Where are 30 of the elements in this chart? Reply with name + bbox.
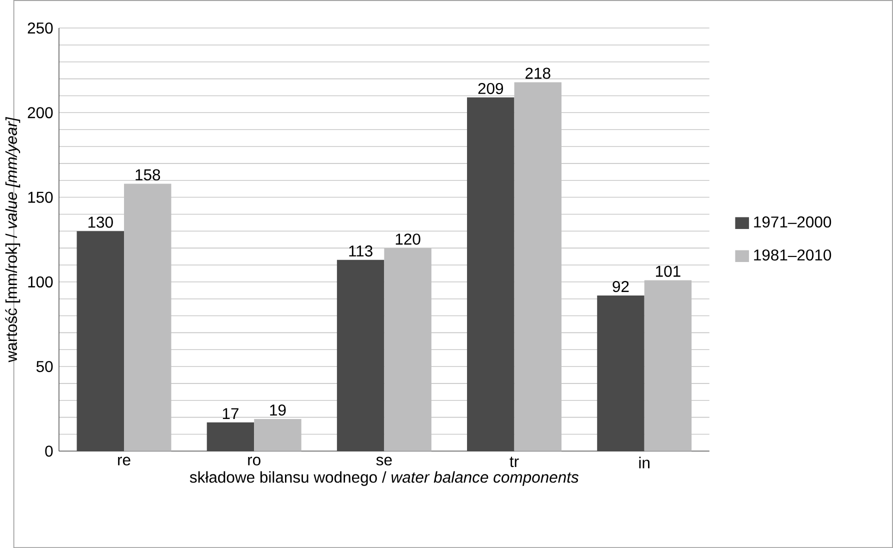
x-tick-label: re (118, 456, 130, 466)
data-label: 209 (478, 82, 504, 94)
y-tick-label: 200 (28, 107, 53, 118)
bar (206, 422, 254, 452)
legend-label: 1981–2010 (754, 249, 832, 261)
y-tick-label: 50 (36, 360, 53, 372)
x-tick-label: in (639, 456, 650, 468)
bar (336, 260, 384, 452)
data-label: 130 (88, 216, 113, 228)
x-axis-title: składowe bilansu wodnego / water balance components (190, 471, 579, 486)
data-label: 218 (526, 68, 550, 79)
data-label: 101 (656, 266, 680, 277)
y-tick-label: 0 (45, 446, 53, 457)
legend-label: 1971–2000 (754, 216, 832, 228)
data-label: 120 (396, 234, 420, 245)
bar (76, 231, 124, 452)
y-tick-label: 250 (28, 22, 53, 34)
bar (597, 295, 644, 452)
x-tick-label: ro (248, 456, 260, 466)
x-tick-label: se (376, 456, 392, 466)
x-tick-label: tr (510, 456, 519, 468)
data-label: 113 (349, 245, 372, 257)
data-label: 19 (270, 404, 286, 416)
data-label: 158 (136, 169, 160, 180)
y-tick-label: 150 (28, 192, 53, 203)
y-axis-title: wartość [mm/rok] / value [mm/year] (5, 116, 20, 362)
bar (467, 97, 514, 452)
data-label: 92 (612, 280, 629, 292)
y-tick-label: 100 (28, 276, 53, 288)
data-label: 17 (222, 408, 238, 420)
